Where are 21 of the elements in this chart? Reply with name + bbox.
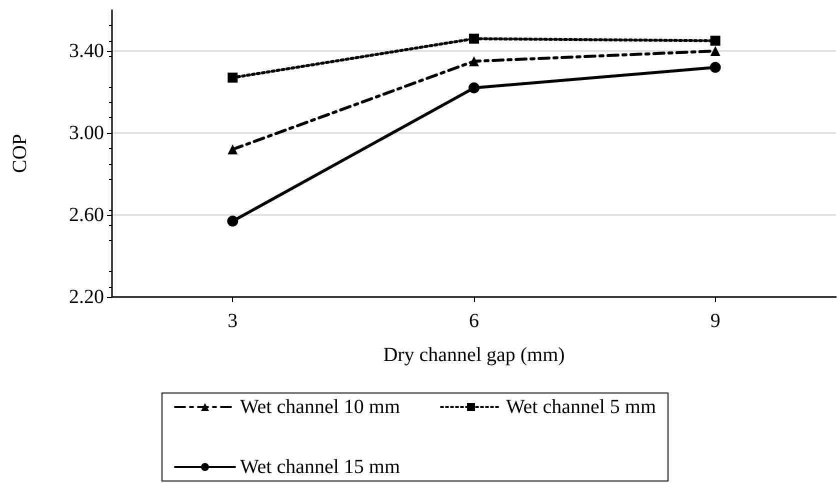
y-tick-label: 3.40 [69,40,104,62]
point [710,36,720,46]
x-tick-label: 3 [228,310,238,332]
x-tick-label: 6 [469,310,479,332]
x-axis-title: Dry channel gap (mm) [383,344,565,366]
point [227,216,238,227]
point [469,56,479,66]
legend-label: Wet channel 10 mm [240,396,400,418]
y-tick-label: 2.20 [69,286,104,308]
point [468,82,480,94]
point [228,144,238,154]
y-axis-title: COP [9,134,31,173]
point [710,62,721,73]
point [469,34,479,44]
x-tick-label: 9 [710,310,720,332]
y-tick-label: 3.00 [69,122,104,144]
point [228,72,238,83]
legend-label: Wet channel 5 mm [506,396,656,418]
y-tick-label: 2.60 [69,204,104,226]
point [710,46,720,56]
legend-label: Wet channel 15 mm [240,456,400,478]
